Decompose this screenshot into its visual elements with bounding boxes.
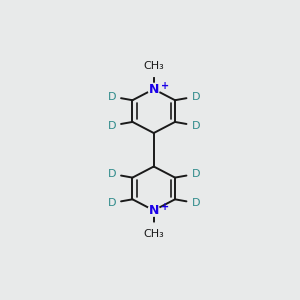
Circle shape [148,205,160,216]
Circle shape [191,121,201,131]
Text: +: + [161,202,169,212]
Circle shape [191,198,201,208]
Text: D: D [107,198,116,208]
Circle shape [191,169,201,179]
Circle shape [191,92,201,102]
Circle shape [148,83,160,95]
Text: D: D [107,169,116,179]
Circle shape [106,169,117,179]
Text: D: D [191,198,200,208]
Circle shape [147,63,161,76]
Text: +: + [161,81,169,91]
Text: N: N [148,204,159,217]
Text: D: D [107,121,116,130]
Circle shape [106,92,117,102]
Text: CH₃: CH₃ [143,229,164,239]
Circle shape [147,223,161,237]
Circle shape [106,121,117,131]
Text: D: D [191,121,200,130]
Text: CH₃: CH₃ [143,61,164,70]
Circle shape [106,198,117,208]
Text: D: D [107,92,116,101]
Text: D: D [191,92,200,101]
Text: D: D [191,169,200,179]
Text: N: N [148,82,159,96]
